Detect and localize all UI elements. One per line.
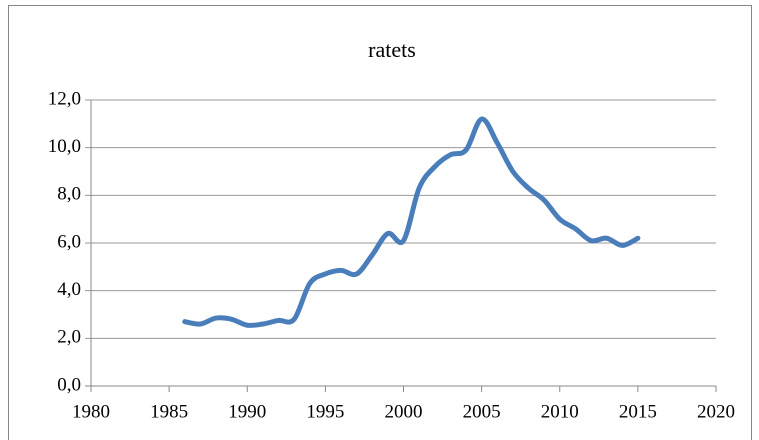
y-tick-label: 12,0 bbox=[48, 88, 81, 109]
x-tick-label: 2005 bbox=[463, 401, 501, 422]
y-tick-label: 6,0 bbox=[57, 231, 81, 252]
x-tick-label: 2020 bbox=[697, 401, 735, 422]
x-tick-label: 2000 bbox=[385, 401, 423, 422]
x-tick-label: 1990 bbox=[228, 401, 266, 422]
y-tick-label: 2,0 bbox=[57, 327, 81, 348]
y-tick-label: 10,0 bbox=[48, 136, 81, 157]
x-tick-label: 1995 bbox=[306, 401, 344, 422]
y-tick-label: 8,0 bbox=[57, 184, 81, 205]
chart-title: ratets bbox=[368, 37, 416, 62]
data-line bbox=[182, 116, 641, 328]
x-tick-label: 2010 bbox=[541, 401, 579, 422]
chart-border bbox=[8, 5, 752, 440]
y-tick-label: 4,0 bbox=[57, 279, 81, 300]
x-tick-label: 1985 bbox=[150, 401, 188, 422]
x-tick-label: 1980 bbox=[72, 401, 110, 422]
x-tick-label: 2015 bbox=[619, 401, 657, 422]
y-tick-label: 0,0 bbox=[57, 374, 81, 395]
